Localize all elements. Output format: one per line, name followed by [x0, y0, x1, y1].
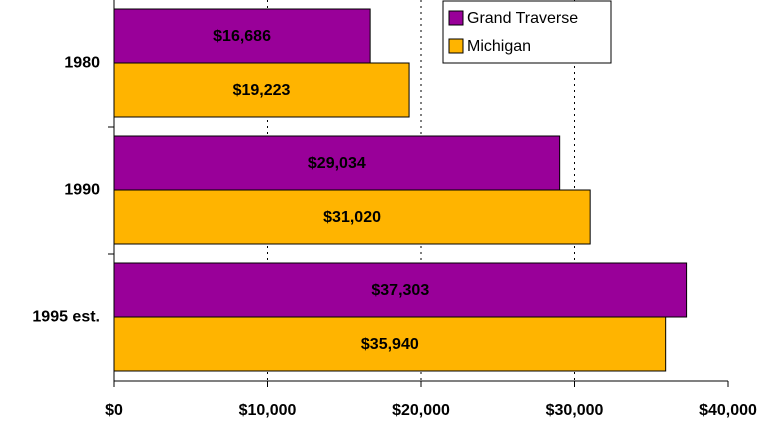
x-tick-label: $30,000 — [546, 402, 604, 419]
data-label: $29,034 — [308, 155, 366, 172]
bar — [113, 189, 591, 245]
bar — [113, 316, 667, 372]
data-label: $16,686 — [213, 28, 271, 45]
x-tick-label: $0 — [105, 402, 123, 419]
y-tick-label: 1995 est. — [32, 309, 100, 326]
y-tick-label: 1990 — [64, 182, 100, 199]
legend-label: Grand Traverse — [467, 10, 578, 27]
x-tick-label: $10,000 — [239, 402, 297, 419]
data-label: $35,940 — [361, 336, 419, 353]
x-tick-label: $20,000 — [392, 402, 450, 419]
bar — [113, 262, 688, 318]
data-label: $31,020 — [323, 209, 381, 226]
bar — [113, 135, 561, 191]
legend-swatch — [448, 10, 464, 26]
legend-swatch — [448, 38, 464, 54]
x-tick-label: $40,000 — [699, 402, 757, 419]
y-tick-label: 1980 — [64, 55, 100, 72]
data-label: $37,303 — [371, 282, 429, 299]
data-label: $19,223 — [233, 82, 291, 99]
bar — [113, 8, 371, 64]
legend-box — [442, 0, 612, 64]
legend-label: Michigan — [467, 38, 531, 55]
